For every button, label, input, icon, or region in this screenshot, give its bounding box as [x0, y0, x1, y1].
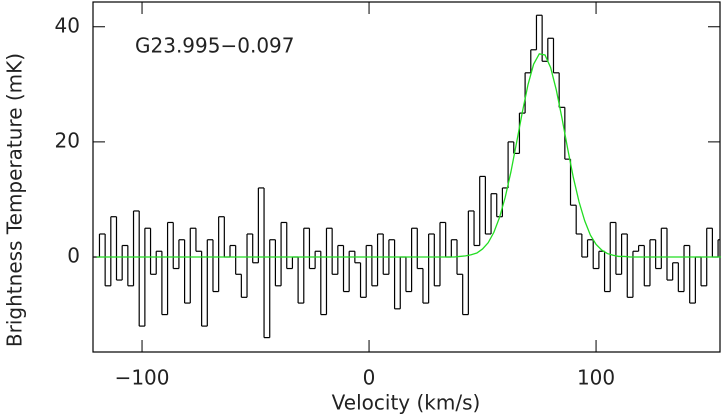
- fit-curve: [96, 53, 721, 258]
- plot-frame: [92, 1, 721, 353]
- y-axis-label: Brightness Temperature (mK): [3, 53, 27, 347]
- x-tick-label: 100: [577, 366, 615, 390]
- y-tick-label: 0: [67, 244, 80, 268]
- y-tick-label: 20: [55, 128, 80, 152]
- x-tick-label: −100: [115, 366, 170, 390]
- y-tick-label: 40: [55, 13, 80, 37]
- x-axis-label: Velocity (km/s): [332, 391, 481, 415]
- annotation: G23.995−0.097: [135, 34, 295, 58]
- x-tick-label: 0: [363, 366, 376, 390]
